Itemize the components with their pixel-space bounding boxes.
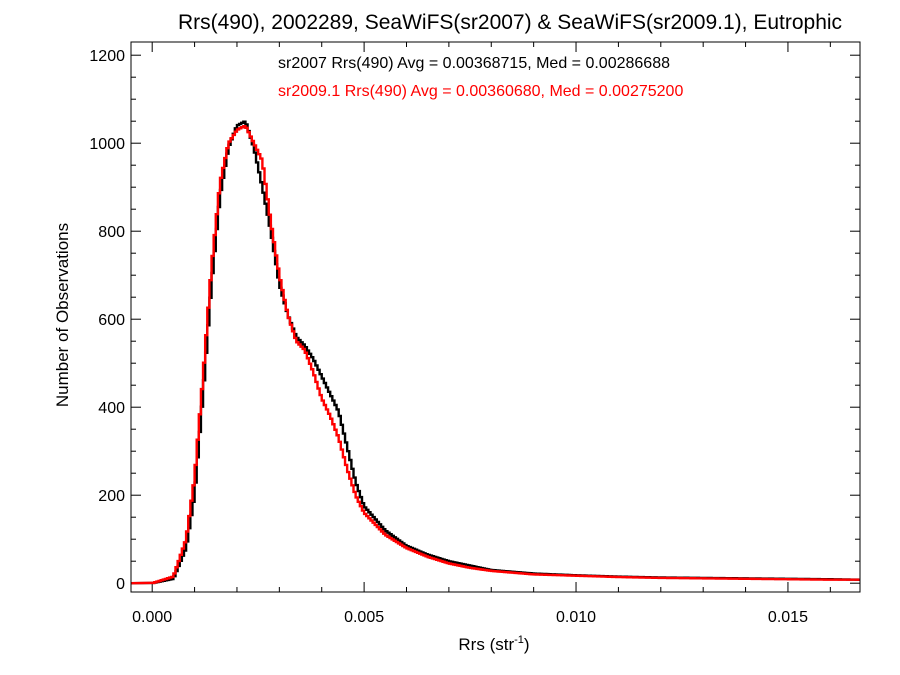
- y-axis-ticks: 0 200 400 600 800 1000 1200: [89, 48, 860, 593]
- x-tick-label: 0.000: [132, 609, 172, 626]
- x-axis-label-tail: ): [524, 635, 530, 654]
- y-tick-label: 600: [98, 312, 125, 329]
- series-line-sr2009-1: [130, 124, 860, 585]
- y-tick-label: 0: [116, 576, 125, 593]
- y-tick-label: 400: [98, 400, 125, 417]
- x-tick-label: 0.010: [556, 609, 596, 626]
- series-layer: [130, 120, 860, 585]
- plot-frame: [130, 41, 861, 593]
- legend-entry-sr2007: sr2007 Rrs(490) Avg = 0.00368715, Med = …: [278, 55, 670, 72]
- x-axis-label-main: Rrs (str: [458, 635, 514, 654]
- y-axis-label: Number of Observations: [53, 223, 72, 407]
- y-tick-label: 800: [98, 224, 125, 241]
- y-tick-label: 1000: [89, 136, 125, 153]
- x-axis-label-superscript: -1: [514, 634, 524, 646]
- chart-title: Rrs(490), 2002289, SeaWiFS(sr2007) & Sea…: [178, 11, 842, 34]
- y-tick-label: 1200: [89, 48, 125, 65]
- y-tick-label: 200: [98, 488, 125, 505]
- legend-entry-sr2009-1: sr2009.1 Rrs(490) Avg = 0.00360680, Med …: [278, 83, 683, 100]
- x-tick-label: 0.015: [768, 609, 808, 626]
- x-axis-ticks: 0.000 0.005 0.010 0.015: [132, 42, 831, 626]
- x-axis-label: Rrs (str-1): [458, 634, 529, 654]
- x-tick-label: 0.005: [344, 609, 384, 626]
